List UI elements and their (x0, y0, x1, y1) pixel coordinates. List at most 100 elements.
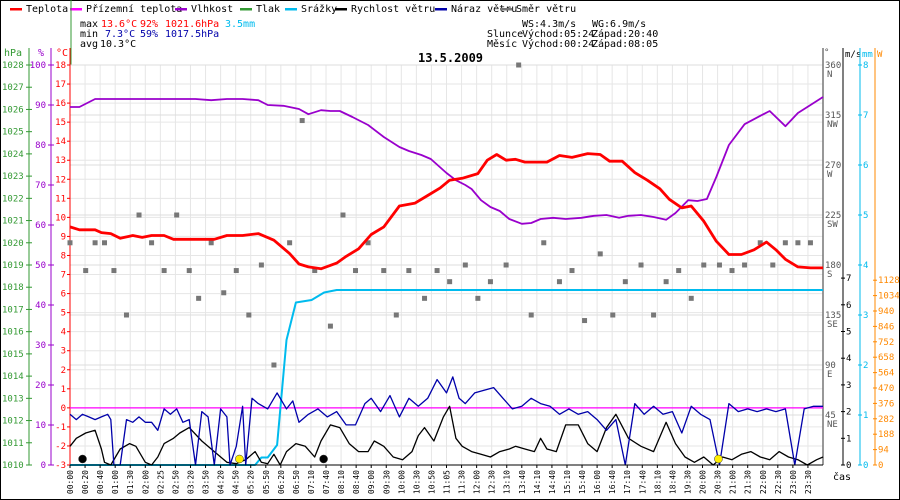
pressure-tick-label: 1012 (2, 417, 24, 427)
wind-direction-point (610, 312, 616, 318)
x-tick-label: 23:30 (804, 470, 813, 494)
x-tick-label: 23:00 (789, 470, 798, 494)
temperature-line (69, 152, 823, 271)
direction-tick-name: NE (827, 420, 838, 430)
direction-tick-name: SE (827, 320, 838, 330)
x-tick-label: 12:30 (488, 470, 497, 494)
wind-direction-point (353, 268, 359, 274)
wind-unit: m/s (845, 50, 861, 60)
temperature-tick-label: -3 (55, 461, 66, 471)
legend-label: Rychlost větru (351, 3, 435, 15)
wind-direction-point (246, 312, 252, 318)
moonset-marker (319, 454, 328, 464)
moonrise-time: Východ:00:24 (522, 38, 594, 50)
x-tick-label: 12:00 (473, 470, 482, 494)
direction-tick-label: 315 (825, 111, 841, 121)
legend-label: Teplota (26, 4, 68, 15)
temperature-tick-label: 1 (61, 385, 66, 395)
rain-tick-label: 6 (863, 161, 868, 171)
x-ticks: 00:00 00:20 00:40 01:00 01:30 02:00 02:25 02:50… (66, 464, 823, 494)
direction-unit: ° (824, 48, 829, 58)
legend-item: Směr větru (500, 3, 576, 15)
legend-swatch (240, 8, 252, 11)
wind-gust-max: WG:6.9m/s (592, 19, 646, 30)
direction-tick-label: 225 (825, 211, 841, 221)
legend-item: Náraz větru (435, 3, 517, 15)
x-tick-label: 10:00 (397, 470, 406, 494)
wind-direction-point (795, 240, 801, 246)
x-tick-label: 14:10 (533, 470, 542, 494)
wind-tick-label: 6 (846, 301, 851, 311)
pressure-tick-label: 1017 (2, 305, 24, 315)
pressure-tick-label: 1025 (2, 128, 24, 138)
pressure-tick-label: 1027 (2, 83, 24, 93)
x-tick-label: 06:50 (292, 470, 301, 494)
pressure-tick-label: 1022 (2, 194, 24, 204)
stats-avg-temp: 10.3°C (100, 39, 136, 50)
temperature-tick-label: 18 (55, 61, 66, 71)
wind-direction-point (102, 240, 108, 246)
legend-label: Srážky (301, 3, 337, 15)
humidity-tick-label: 100 (30, 61, 46, 71)
wind-direction-point (196, 295, 202, 301)
wind-direction-point (676, 268, 682, 274)
x-tick-label: 14:40 (548, 470, 557, 494)
stats-max-hum: 92% (140, 19, 158, 30)
wind-direction-point (258, 262, 264, 268)
sun-label: Slunce (487, 29, 523, 40)
humidity-tick-label: 0 (41, 461, 46, 471)
wind-tick-label: 1 (846, 434, 851, 444)
sunset-marker (714, 454, 723, 464)
direction-tick-label: 360 (825, 61, 841, 71)
pressure-tick-label: 1015 (2, 350, 24, 360)
legend-item: Srážky (285, 3, 337, 15)
temperature-tick-label: 17 (55, 80, 66, 90)
rain-tick-label: 8 (863, 61, 868, 71)
x-tick-label: 13:40 (518, 470, 527, 494)
wind-direction-point (67, 240, 73, 246)
wind-direction-point (462, 262, 468, 268)
wind-direction-point (208, 240, 214, 246)
legend-swatch (285, 8, 297, 11)
wind-gust-line (69, 376, 823, 466)
legend-swatch (335, 8, 347, 11)
wind-direction-point (770, 262, 776, 268)
solar-tick-label: 658 (878, 353, 894, 363)
x-tick-label: 00:00 (66, 470, 75, 494)
rain-tick-label: 5 (863, 211, 868, 221)
wind-direction-point (186, 268, 192, 274)
wind-direction-point (312, 268, 318, 274)
stats-min-label: min (80, 29, 98, 40)
x-tick-label: 10:50 (427, 470, 436, 494)
temperature-unit: °C (56, 48, 68, 59)
sunrise-marker (235, 454, 244, 464)
wind-direction-point (365, 240, 371, 246)
pressure-tick-label: 1019 (2, 261, 24, 271)
x-axis-label: čas (833, 471, 851, 483)
temperature-tick-label: 6 (61, 290, 66, 300)
x-tick-label: 21:30 (744, 470, 753, 494)
temperature-tick-label: 15 (55, 118, 66, 128)
wind-direction-point (123, 312, 129, 318)
temperature-tick-label: 2 (61, 366, 66, 376)
pressure-tick-label: 1014 (2, 372, 24, 382)
direction-tick-name: NW (827, 120, 838, 130)
pressure-tick-label: 1020 (2, 239, 24, 249)
stats-avg-label: avg (80, 39, 98, 50)
x-tick-label: 05:20 (247, 470, 256, 494)
wind-direction-point (393, 312, 399, 318)
stats-max-temp: 13.6°C (101, 19, 137, 30)
wind-direction-point (233, 268, 239, 274)
wind-tick-label: 0 (846, 461, 851, 471)
wind-direction-point (729, 268, 735, 274)
x-tick-label: 20:30 (714, 470, 723, 494)
pressure-tick-label: 1023 (2, 172, 24, 182)
wind-tick-label: 7 (846, 274, 851, 284)
x-tick-label: 08:40 (352, 470, 361, 494)
x-tick-label: 19:30 (683, 470, 692, 494)
stats-min-temp: 7.3°C (105, 29, 135, 40)
temperature-tick-label: 11 (55, 194, 66, 204)
rain-tick-label: 0 (863, 461, 868, 471)
wind-direction-point (622, 279, 628, 285)
wind-speed-max: WS:4.3m/s (522, 19, 576, 30)
